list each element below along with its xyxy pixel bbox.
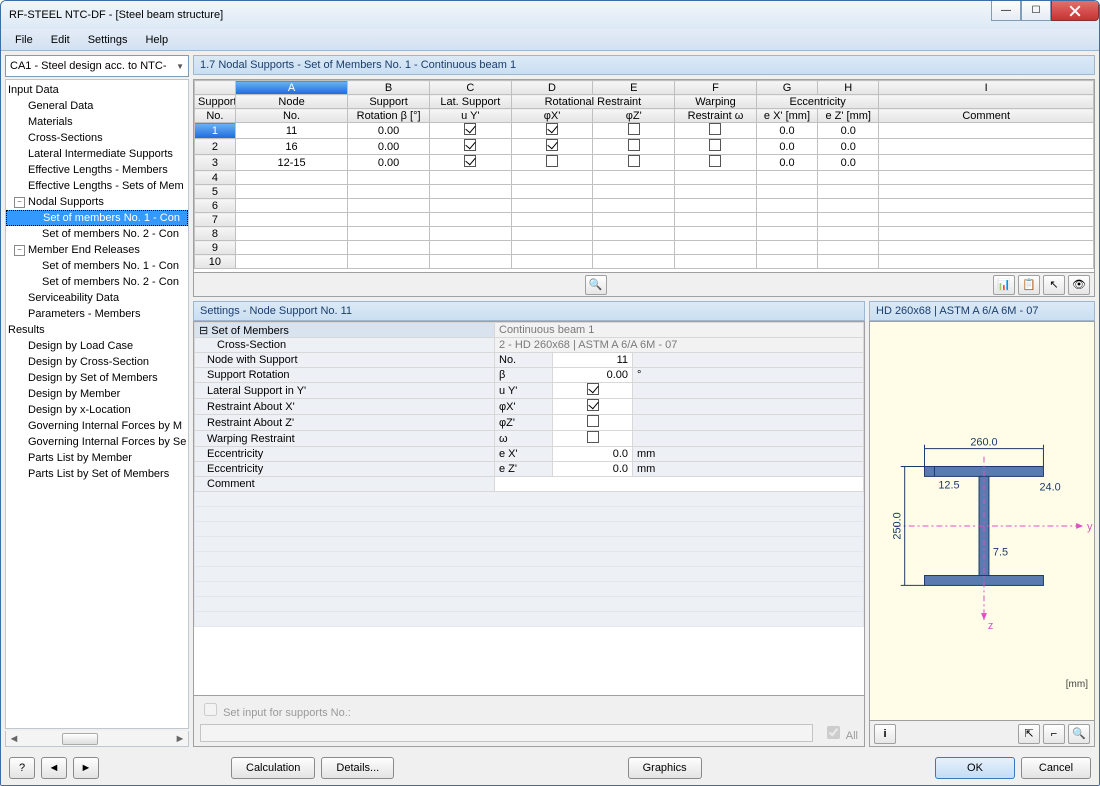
- tree-item[interactable]: Set of members No. 1 - Con: [6, 258, 188, 274]
- tree-mer[interactable]: −Member End Releases: [6, 242, 188, 258]
- case-selector[interactable]: CA1 - Steel design acc. to NTC-: [5, 55, 189, 77]
- tree-hscroll[interactable]: ◄ ►: [5, 731, 189, 747]
- supports-no-input: [200, 724, 813, 742]
- case-selector-text: CA1 - Steel design acc. to NTC-: [10, 60, 167, 72]
- collapse-icon[interactable]: −: [14, 197, 25, 208]
- right-column: 1.7 Nodal Supports - Set of Members No. …: [193, 55, 1095, 747]
- close-icon: [1069, 5, 1081, 17]
- left-column: CA1 - Steel design acc. to NTC- Input Da…: [5, 55, 189, 747]
- section-diagram: y z 260.0 250.0 12.5 24.0 7.5: [870, 322, 1094, 720]
- axis-button[interactable]: ⌐: [1043, 724, 1065, 744]
- svg-text:y: y: [1087, 521, 1093, 533]
- tree-item[interactable]: Effective Lengths - Members: [6, 162, 188, 178]
- window-title: RF-STEEL NTC-DF - [Steel beam structure]: [9, 9, 223, 21]
- svg-text:z: z: [988, 620, 993, 632]
- scroll-left-icon[interactable]: ◄: [6, 733, 22, 745]
- graphics-button[interactable]: Graphics: [628, 757, 702, 779]
- unit-label: [mm]: [1066, 679, 1088, 690]
- tree-item[interactable]: Lateral Intermediate Supports: [6, 146, 188, 162]
- cancel-button[interactable]: Cancel: [1021, 757, 1091, 779]
- menu-help[interactable]: Help: [137, 32, 176, 48]
- tool-btn-1[interactable]: 📊: [993, 275, 1015, 295]
- view-button[interactable]: 👁: [1068, 275, 1090, 295]
- minimize-button[interactable]: —: [991, 1, 1021, 21]
- window-buttons: — ☐: [991, 1, 1099, 21]
- filter-button[interactable]: 🔍: [585, 275, 607, 295]
- tree-item[interactable]: Design by Member: [6, 386, 188, 402]
- tree-nodal-supports[interactable]: −Nodal Supports: [6, 194, 188, 210]
- scroll-thumb[interactable]: [62, 733, 98, 745]
- tree-input-data[interactable]: Input Data: [6, 82, 188, 98]
- tree-results[interactable]: Results: [6, 322, 188, 338]
- tree-item[interactable]: Set of members No. 2 - Con: [6, 226, 188, 242]
- tree-item[interactable]: Set of members No. 2 - Con: [6, 274, 188, 290]
- set-input-check[interactable]: Set input for supports No.:: [200, 700, 858, 719]
- menu-file[interactable]: File: [7, 32, 41, 48]
- svg-text:260.0: 260.0: [970, 437, 997, 449]
- main-grid[interactable]: ABCDEFGHISupportNodeSupportLat. SupportR…: [194, 80, 1094, 272]
- tree-item[interactable]: Effective Lengths - Sets of Mem: [6, 178, 188, 194]
- svg-text:24.0: 24.0: [1039, 481, 1060, 493]
- preview-column: HD 260x68 | ASTM A 6/A 6M - 07 y z 260.0 25…: [869, 301, 1095, 747]
- tree-item[interactable]: Parts List by Set of Members: [6, 466, 188, 482]
- app-window: RF-STEEL NTC-DF - [Steel beam structure]…: [0, 0, 1100, 786]
- calculation-button[interactable]: Calculation: [231, 757, 315, 779]
- tree-item[interactable]: Serviceability Data: [6, 290, 188, 306]
- svg-text:12.5: 12.5: [938, 479, 959, 491]
- settings-grid[interactable]: ⊟ Set of MembersContinuous beam 1Cross-S…: [193, 321, 865, 696]
- tool-btn-2[interactable]: 📋: [1018, 275, 1040, 295]
- info-button[interactable]: i: [874, 724, 896, 744]
- prev-button[interactable]: ◄: [41, 757, 67, 779]
- tree-item[interactable]: Materials: [6, 114, 188, 130]
- tree-item[interactable]: Governing Internal Forces by M: [6, 418, 188, 434]
- section-preview: y z 260.0 250.0 12.5 24.0 7.5 [mm]: [869, 321, 1095, 721]
- body: CA1 - Steel design acc. to NTC- Input Da…: [1, 51, 1099, 751]
- menu-settings[interactable]: Settings: [80, 32, 136, 48]
- tree-item[interactable]: Governing Internal Forces by Se: [6, 434, 188, 450]
- tree-item[interactable]: Design by Set of Members: [6, 370, 188, 386]
- preview-title: HD 260x68 | ASTM A 6/A 6M - 07: [869, 301, 1095, 321]
- tree-item[interactable]: Design by Load Case: [6, 338, 188, 354]
- tree-item[interactable]: General Data: [6, 98, 188, 114]
- settings-footer: Set input for supports No.: All: [193, 696, 865, 747]
- menubar: File Edit Settings Help: [1, 29, 1099, 51]
- details-button[interactable]: Details...: [321, 757, 394, 779]
- settings-column: Settings - Node Support No. 11 ⊟ Set of …: [193, 301, 865, 747]
- tree-item[interactable]: Design by x-Location: [6, 402, 188, 418]
- next-button[interactable]: ►: [73, 757, 99, 779]
- dim-button[interactable]: ⇱: [1018, 724, 1040, 744]
- tree-item-selected[interactable]: Set of members No. 1 - Con: [6, 210, 188, 226]
- tree-item[interactable]: Parameters - Members: [6, 306, 188, 322]
- zoom-button[interactable]: 🔍: [1068, 724, 1090, 744]
- main-grid-wrap: ABCDEFGHISupportNodeSupportLat. SupportR…: [193, 79, 1095, 297]
- collapse-icon[interactable]: −: [14, 245, 25, 256]
- main-title: 1.7 Nodal Supports - Set of Members No. …: [193, 55, 1095, 75]
- help-button[interactable]: ?: [9, 757, 35, 779]
- tree-item[interactable]: Cross-Sections: [6, 130, 188, 146]
- maximize-button[interactable]: ☐: [1021, 1, 1051, 21]
- close-button[interactable]: [1051, 1, 1099, 21]
- settings-title: Settings - Node Support No. 11: [193, 301, 865, 321]
- preview-footer: i ⇱ ⌐ 🔍: [869, 721, 1095, 747]
- scroll-right-icon[interactable]: ►: [172, 733, 188, 745]
- ok-button[interactable]: OK: [935, 757, 1015, 779]
- all-check[interactable]: All: [823, 723, 858, 742]
- pick-button[interactable]: ↖: [1043, 275, 1065, 295]
- titlebar: RF-STEEL NTC-DF - [Steel beam structure]…: [1, 1, 1099, 29]
- bottom-bar: ? ◄ ► Calculation Details... Graphics OK…: [1, 751, 1099, 785]
- svg-text:7.5: 7.5: [993, 547, 1008, 559]
- grid-toolbar: 🔍 📊 📋 ↖ 👁: [194, 272, 1094, 296]
- svg-text:250.0: 250.0: [892, 512, 904, 539]
- tree-item[interactable]: Design by Cross-Section: [6, 354, 188, 370]
- menu-edit[interactable]: Edit: [43, 32, 78, 48]
- mid-row: Settings - Node Support No. 11 ⊟ Set of …: [193, 301, 1095, 747]
- nav-tree[interactable]: Input Data General Data Materials Cross-…: [5, 79, 189, 729]
- tree-item[interactable]: Parts List by Member: [6, 450, 188, 466]
